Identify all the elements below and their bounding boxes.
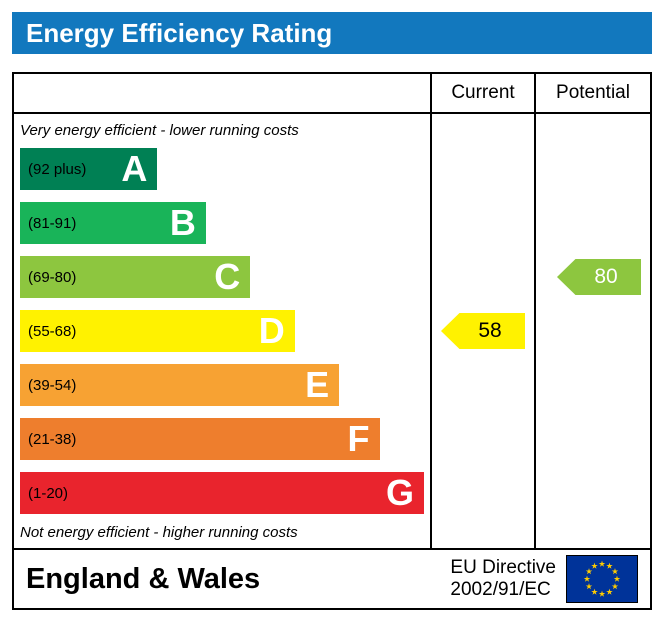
band-row-g: (1-20) G [20, 466, 424, 520]
page-title: Energy Efficiency Rating [12, 12, 652, 54]
table-body-row: Very energy efficient - lower running co… [14, 114, 650, 550]
bands-chart-area: Very energy efficient - lower running co… [14, 114, 432, 548]
band-row-a: (92 plus) A [20, 142, 424, 196]
band-bar-f: (21-38) F [20, 418, 380, 460]
potential-rating-arrow: 80 [557, 259, 641, 295]
band-range-label: (69-80) [28, 268, 77, 286]
band-range-label: (21-38) [28, 430, 77, 448]
band-row-b: (81-91) B [20, 196, 424, 250]
band-row-d: (55-68) D [20, 304, 424, 358]
band-row-c: (69-80) C [20, 250, 424, 304]
band-range-label: (81-91) [28, 214, 77, 232]
top-note: Very energy efficient - lower running co… [20, 121, 299, 139]
band-bar-b: (81-91) B [20, 202, 206, 244]
band-range-label: (55-68) [28, 322, 77, 340]
band-row-e: (39-54) E [20, 358, 424, 412]
band-letter: F [347, 418, 370, 459]
band-letter: D [258, 310, 285, 351]
band-letter: B [169, 202, 196, 243]
chart-column-header-spacer [14, 74, 432, 112]
band-bar-c: (69-80) C [20, 256, 251, 298]
current-rating-arrow: 58 [441, 313, 525, 349]
current-column-header: Current [432, 74, 536, 112]
region-label: England & Wales [26, 562, 261, 595]
eu-directive-line2: 2002/91/EC [450, 579, 551, 600]
table-header-row: Current Potential [14, 74, 650, 114]
rating-table: Current Potential Very energy efficient … [12, 72, 652, 610]
bands-container: (92 plus) A (81-91) B (69-80) C (55-68) D (39-54… [20, 142, 424, 520]
band-range-label: (39-54) [28, 376, 77, 394]
eu-directive-label: EU Directive 2002/91/EC [450, 557, 556, 601]
table-footer-row: England & Wales EU Directive 2002/91/EC [14, 550, 650, 608]
current-value-column: 58 [432, 114, 536, 548]
band-bar-e: (39-54) E [20, 364, 340, 406]
band-letter: C [214, 256, 241, 297]
band-bar-g: (1-20) G [20, 472, 424, 514]
band-letter: E [305, 364, 330, 405]
eu-flag-icon [566, 555, 638, 603]
bottom-note: Not energy efficient - higher running co… [20, 523, 298, 541]
band-row-f: (21-38) F [20, 412, 424, 466]
eu-directive-line1: EU Directive [450, 557, 556, 579]
band-bar-d: (55-68) D [20, 310, 295, 352]
band-range-label: (92 plus) [28, 160, 87, 178]
band-range-label: (1-20) [28, 484, 69, 502]
band-letter: G [385, 472, 414, 513]
band-letter: A [121, 148, 148, 189]
potential-value-column: 80 [536, 114, 650, 548]
potential-column-header: Potential [556, 82, 630, 103]
band-bar-a: (92 plus) A [20, 148, 158, 190]
